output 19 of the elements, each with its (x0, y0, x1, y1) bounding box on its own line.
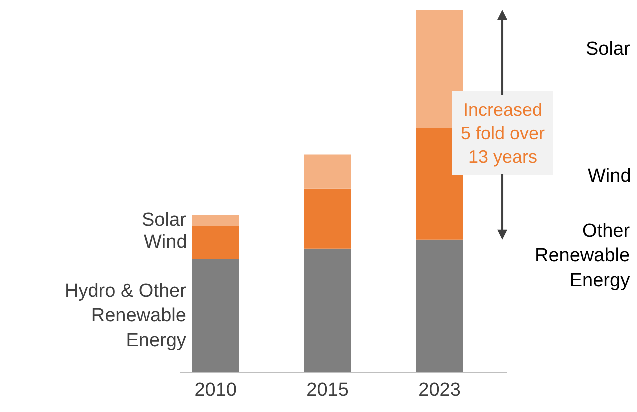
text: Other Renewable Energy (535, 221, 631, 292)
bar (416, 240, 464, 372)
x-tick-label: 2010 (194, 380, 237, 401)
bar (304, 154, 352, 189)
x-tick-label: 2023 (418, 380, 461, 401)
bar (304, 248, 352, 372)
text: Wind (588, 166, 632, 187)
bar (192, 215, 240, 226)
bar (416, 10, 464, 128)
bar (304, 188, 352, 249)
bar (416, 128, 464, 240)
series-label: Hydro & Other Renewable Energy (65, 281, 188, 352)
bar (192, 259, 240, 372)
series-label: Wind (144, 232, 188, 253)
annotation: Increased 5 fold over 13 years (461, 100, 546, 167)
series-label: Solar (142, 210, 188, 231)
x-tick-label: 2015 (306, 380, 349, 401)
bar (192, 226, 240, 260)
text: Solar (586, 39, 632, 60)
